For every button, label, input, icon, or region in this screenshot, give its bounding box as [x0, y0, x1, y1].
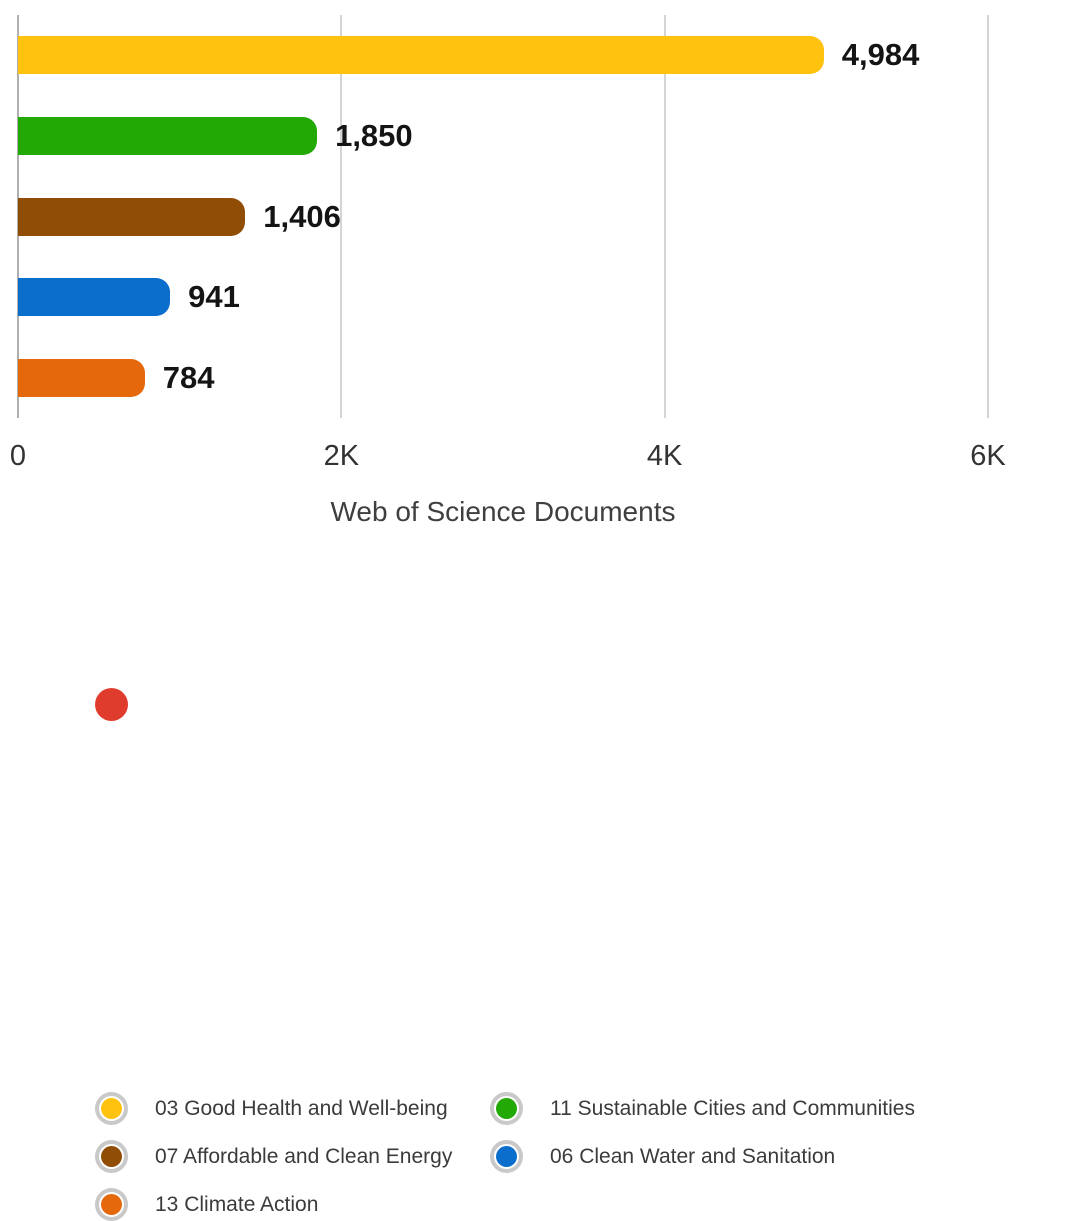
legend-item-3[interactable]: 06 Clean Water and Sanitation [490, 1140, 835, 1173]
bar-3[interactable] [18, 278, 171, 317]
bar-chart: 4,984 1,850 1,406 941 784 0 2K 4K 6K Web of Sci… [0, 15, 1068, 1221]
bar-value-label: 1,850 [335, 117, 413, 153]
legend-item-2[interactable]: 07 Affordable and Clean Energy [95, 1140, 452, 1173]
legend-color-dot [496, 1098, 517, 1119]
plot-area: 4,984 1,850 1,406 941 784 [17, 15, 989, 418]
bar-2[interactable] [18, 197, 246, 236]
legend-item-0[interactable]: 03 Good Health and Well-being [95, 1092, 448, 1125]
legend-color-dot [101, 1194, 122, 1215]
legend-marker-icon [490, 1092, 523, 1125]
legend-color-dot [101, 1146, 122, 1167]
bar-value-label: 1,406 [263, 198, 341, 234]
legend-marker-icon [95, 1188, 128, 1221]
legend-item-label: 03 Good Health and Well-being [155, 1097, 448, 1120]
legend-marker-icon [490, 1140, 523, 1173]
bar-value-label: 4,984 [841, 37, 920, 73]
x-axis-tick-label: 2K [323, 440, 360, 472]
legend-marker-partial[interactable] [95, 688, 128, 721]
legend-color-dot [101, 1098, 122, 1119]
legend-item-label: 06 Clean Water and Sanitation [550, 1145, 836, 1168]
bar-value-label: 784 [162, 359, 215, 395]
gridline [663, 15, 666, 418]
bar-value-label: 941 [188, 279, 240, 315]
x-axis-tick-label: 4K [646, 440, 683, 472]
legend: 03 Good Health and Well-being 11 Sustaina… [0, 540, 1068, 1221]
legend-color-dot [496, 1146, 517, 1167]
x-axis-tick-label: 6K [970, 440, 1006, 472]
legend-marker-icon [95, 1140, 128, 1173]
gridline [987, 15, 989, 418]
legend-item-1[interactable]: 11 Sustainable Cities and Communities [490, 1092, 915, 1125]
x-axis-tick-label: 0 [9, 440, 27, 472]
bar-0[interactable] [18, 36, 824, 75]
legend-item-label: 07 Affordable and Clean Energy [155, 1145, 453, 1168]
x-axis-title: Web of Science Documents [330, 496, 676, 527]
bar-4[interactable] [18, 358, 145, 397]
legend-marker-icon [95, 1092, 128, 1125]
gridline [340, 15, 343, 418]
legend-item-label: 11 Sustainable Cities and Communities [550, 1097, 915, 1120]
bar-1[interactable] [18, 116, 318, 155]
legend-item-label: 13 Climate Action [155, 1193, 319, 1216]
x-axis: 0 2K 4K 6K [10, 439, 1006, 475]
legend-item-4[interactable]: 13 Climate Action [95, 1188, 318, 1221]
